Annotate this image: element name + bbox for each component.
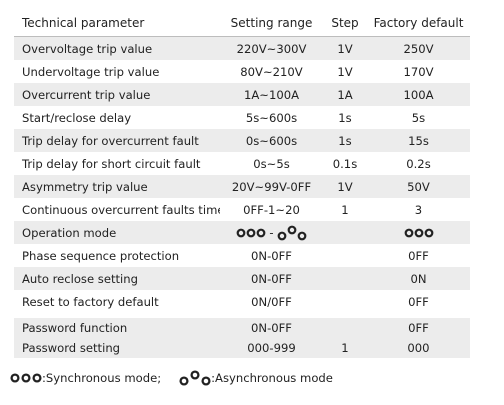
table-row: Reset to factory default 0N/0FF 0FF — [14, 290, 470, 313]
row-name: Phase sequence protection — [22, 248, 180, 263]
synchronous-mode-icon — [236, 228, 266, 238]
header-step: Step — [331, 16, 359, 30]
header-default: Factory default — [373, 16, 464, 30]
row-range: 0s~600s — [245, 133, 298, 148]
row-name: Reset to factory default — [22, 294, 159, 309]
table-row: Trip delay for short circuit fault 0s~5s… — [14, 152, 470, 175]
row-default: 0N — [410, 271, 427, 286]
row-range: 000-999 — [247, 341, 296, 355]
synchronous-mode-icon — [404, 228, 434, 238]
row-default: 100A — [403, 87, 434, 102]
row-range: 0N-0FF — [251, 271, 292, 286]
row-default: 50V — [407, 179, 430, 194]
row-range: 80V~210V — [240, 64, 303, 79]
row-default: 3 — [414, 202, 423, 217]
header-parameter: Technical parameter — [22, 16, 145, 30]
row-step: 1V — [337, 41, 353, 56]
table-row: Auto reclose setting 0N-0FF 0N — [14, 267, 470, 290]
row-step: 1V — [337, 179, 353, 194]
row-range: 20V~99V-0FF — [231, 179, 312, 194]
table-row: Undervoltage trip value 80V~210V 1V 170V — [14, 60, 470, 83]
row-step: 1s — [338, 133, 352, 148]
row-name: Trip delay for short circuit fault — [22, 156, 201, 171]
row-default: 0FF — [408, 321, 429, 335]
table-row: Overvoltage trip value 220V~300V 1V 250V — [14, 37, 470, 60]
row-default: 000 — [407, 341, 430, 355]
row-step: 1 — [341, 341, 349, 355]
row-name: Asymmetry trip value — [22, 179, 148, 194]
row-step: 1 — [341, 202, 349, 217]
header-range: Setting range — [230, 16, 313, 30]
row-step: 1V — [337, 64, 353, 79]
row-default: 170V — [403, 64, 434, 79]
row-name: Password function — [22, 321, 128, 335]
row-range: 5s~600s — [245, 110, 298, 125]
synchronous-mode-icon — [10, 373, 42, 383]
row-range: 0s~5s — [253, 156, 290, 171]
table-row: Operation mode - — [14, 221, 470, 244]
row-range: 0N/0FF — [251, 294, 292, 309]
row-name: Auto reclose setting — [22, 271, 138, 286]
row-name: Undervoltage trip value — [22, 64, 160, 79]
table-row: Password setting 000-999 1 000 — [14, 338, 470, 358]
row-default: 0.2s — [406, 156, 431, 171]
table-row: Password function 0N-0FF 0FF — [14, 318, 470, 338]
table-row: Continuous overcurrent faults times 0FF-… — [14, 198, 470, 221]
row-default: 15s — [408, 133, 429, 148]
row-range: 0N-0FF — [251, 248, 292, 263]
row-range: 0FF-1~20 — [243, 202, 300, 217]
parameter-table: Technical parameter Setting range Step F… — [14, 10, 470, 358]
mode-legend: :Synchronous mode; :Asynchronous mode — [10, 370, 333, 386]
row-name: Password setting — [22, 341, 121, 355]
row-name: Overvoltage trip value — [22, 41, 153, 56]
table-row: Overcurrent trip value 1A~100A 1A 100A — [14, 83, 470, 106]
row-name: Start/reclose delay — [22, 110, 132, 125]
row-range: 1A~100A — [243, 87, 300, 102]
row-default: 250V — [403, 41, 434, 56]
row-range: 220V~300V — [236, 41, 307, 56]
asynchronous-mode-icon — [277, 225, 307, 241]
row-step: 0.1s — [332, 156, 358, 171]
table-row: Start/reclose delay 5s~600s 1s 5s — [14, 106, 470, 129]
row-range: 0N-0FF — [251, 321, 292, 335]
table-row: Trip delay for overcurrent fault 0s~600s… — [14, 129, 470, 152]
table-row: Phase sequence protection 0N-0FF 0FF — [14, 244, 470, 267]
table-row: Asymmetry trip value 20V~99V-0FF 1V 50V — [14, 175, 470, 198]
row-range: - — [220, 225, 323, 241]
row-default: 5s — [411, 110, 426, 125]
table-header: Technical parameter Setting range Step F… — [14, 10, 470, 37]
row-default — [367, 226, 470, 240]
row-name: Operation mode — [22, 225, 117, 240]
row-default: 0FF — [408, 294, 429, 309]
row-default: 0FF — [408, 248, 429, 263]
legend-async-label: :Asynchronous mode — [211, 371, 333, 385]
row-step: 1A — [337, 87, 353, 102]
row-name: Overcurrent trip value — [22, 87, 151, 102]
row-step: 1s — [338, 110, 352, 125]
legend-sync-label: :Synchronous mode; — [42, 371, 162, 385]
row-name: Continuous overcurrent faults times — [22, 202, 220, 217]
asynchronous-mode-icon — [179, 370, 211, 386]
row-name: Trip delay for overcurrent fault — [22, 133, 199, 148]
mode-separator: - — [269, 225, 274, 239]
